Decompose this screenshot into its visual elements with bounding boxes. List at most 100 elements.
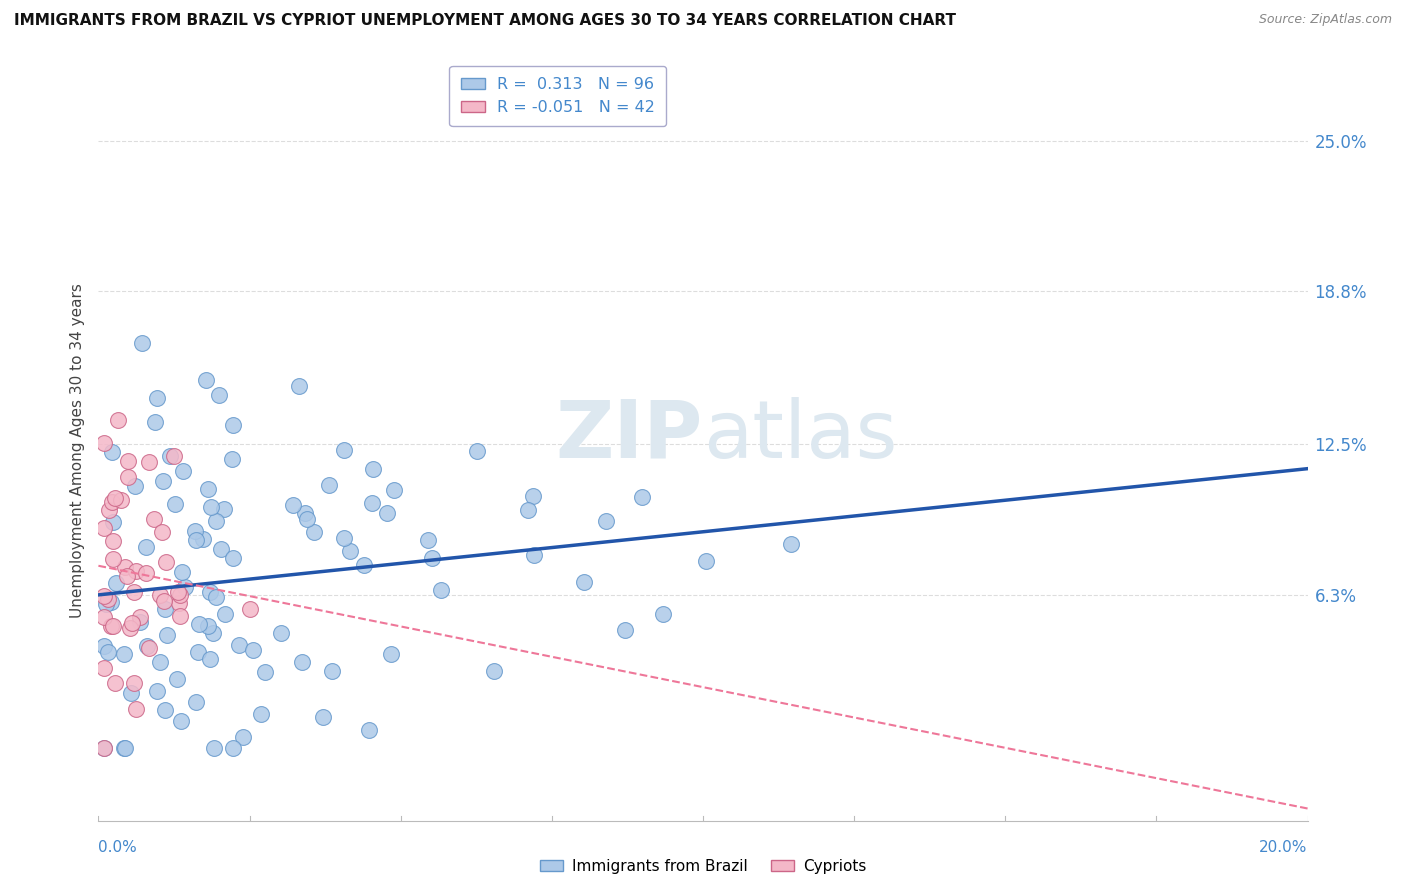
Point [382,483,405,497]
Point [187,645,209,659]
Point [375,506,398,520]
Point [357,723,380,738]
Point [201,626,224,640]
Point [135,566,157,581]
Point [221,452,243,467]
Text: atlas: atlas [703,397,897,475]
Point [304,524,326,539]
Point [101,445,124,459]
Point [339,544,361,558]
Point [104,676,127,690]
Point [242,642,264,657]
Text: IMMIGRANTS FROM BRAZIL VS CYPRIOT UNEMPLOYMENT AMONG AGES 30 TO 34 YEARS CORRELA: IMMIGRANTS FROM BRAZIL VS CYPRIOT UNEMPL… [14,13,956,29]
Point [163,497,186,511]
Point [125,564,148,578]
Point [101,495,124,509]
Point [97,591,120,606]
Point [212,501,235,516]
Point [380,647,402,661]
Point [353,558,375,572]
Point [101,515,124,529]
Point [138,455,160,469]
Text: ZIP: ZIP [555,397,703,475]
Point [93,661,115,675]
Point [294,507,316,521]
Point [200,652,222,666]
Point [333,442,356,457]
Text: 0.0%: 0.0% [98,840,138,855]
Point [195,374,218,388]
Point [239,602,262,616]
Point [152,474,174,488]
Text: 20.0%: 20.0% [1260,840,1308,855]
Point [202,740,225,755]
Point [295,512,318,526]
Point [94,597,117,611]
Point [115,569,138,583]
Point [149,655,172,669]
Point [93,521,115,535]
Point [93,740,115,755]
Point [222,417,245,432]
Point [523,549,546,563]
Point [104,576,127,591]
Text: Source: ZipAtlas.com: Source: ZipAtlas.com [1258,13,1392,27]
Point [172,464,194,478]
Point [200,500,222,514]
Point [204,590,226,604]
Point [197,619,219,633]
Point [281,498,304,512]
Point [779,537,801,551]
Point [288,379,311,393]
Point [595,514,617,528]
Point [208,388,231,402]
Point [517,503,540,517]
Point [143,415,166,429]
Point [93,436,115,450]
Point [184,533,207,547]
Point [221,551,243,566]
Point [332,531,354,545]
Point [291,656,314,670]
Point [97,645,120,659]
Point [118,621,141,635]
Point [651,607,673,621]
Point [167,585,190,599]
Point [101,619,124,633]
Point [163,449,186,463]
Point [318,478,340,492]
Point [104,491,127,505]
Y-axis label: Unemployment Among Ages 30 to 34 years: Unemployment Among Ages 30 to 34 years [69,283,84,618]
Point [170,714,193,728]
Point [429,582,451,597]
Point [169,596,191,610]
Point [153,594,176,608]
Point [100,619,122,633]
Point [124,479,146,493]
Point [184,696,207,710]
Point [172,565,194,579]
Point [136,639,159,653]
Point [156,627,179,641]
Point [159,449,181,463]
Point [169,608,191,623]
Point [107,413,129,427]
Point [124,585,146,599]
Point [93,740,115,755]
Point [572,574,595,589]
Point [174,580,197,594]
Point [129,610,152,624]
Point [125,702,148,716]
Legend: R =  0.313   N = 96, R = -0.051   N = 42: R = 0.313 N = 96, R = -0.051 N = 42 [450,66,666,127]
Point [101,552,124,566]
Point [613,623,636,637]
Point [155,555,177,569]
Point [112,648,135,662]
Point [131,336,153,351]
Point [114,560,136,574]
Point [250,706,273,721]
Point [117,470,139,484]
Point [112,740,135,755]
Point [93,589,115,603]
Point [129,615,152,629]
